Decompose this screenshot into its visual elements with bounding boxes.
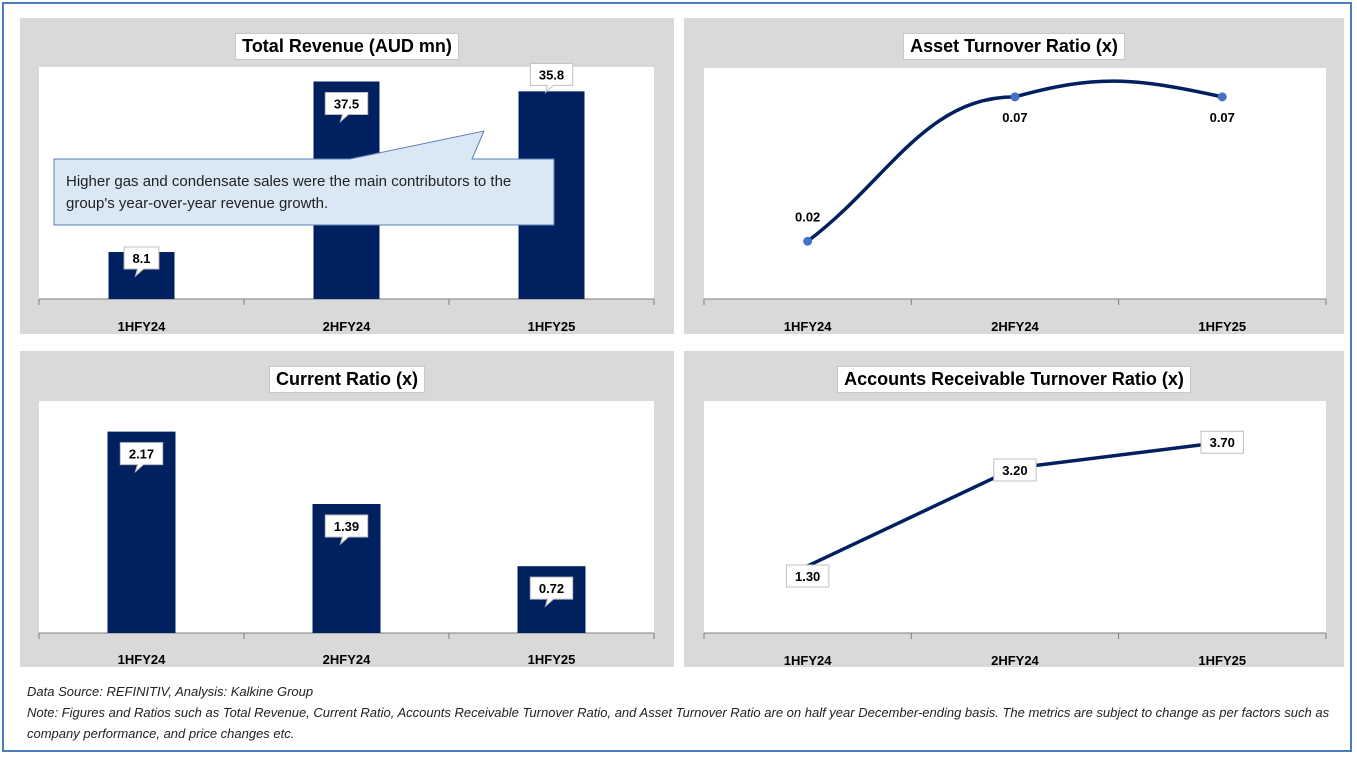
x-tick-label: 1HFY25 — [528, 652, 576, 667]
current-ratio-chart-svg: 1HFY24 2HFY24 1HFY25 2.17 1.39 0.72 — [38, 431, 655, 667]
data-label: 2.17 — [119, 442, 164, 474]
svg-text:0.72: 0.72 — [539, 581, 564, 596]
data-point — [1217, 92, 1227, 102]
data-label: 1.39 — [324, 514, 369, 546]
svg-text:3.20: 3.20 — [1002, 463, 1027, 478]
footnote-text: Note: Figures and Ratios such as Total R… — [27, 705, 1330, 741]
ar-turnover-chart-svg: 1HFY24 2HFY24 1HFY25 1.30 3.20 3.70 — [703, 430, 1327, 668]
svg-text:35.8: 35.8 — [539, 67, 564, 82]
data-label: 3.70 — [1200, 430, 1244, 454]
data-label: 0.72 — [529, 576, 574, 608]
x-tick-label: 2HFY24 — [991, 319, 1039, 334]
data-label: 1.30 — [785, 564, 830, 588]
data-label: 8.1 — [123, 246, 160, 278]
x-tick-label: 2HFY24 — [323, 319, 371, 334]
asset-turnover-plot-area — [704, 68, 1326, 299]
x-tick-label: 1HFY24 — [784, 319, 832, 334]
asset-turnover-chart-panel: Asset Turnover Ratio (x) 1HFY24 2HFY24 1HF… — [684, 18, 1344, 334]
revenue-chart-svg: 1HFY24 2HFY24 1HFY25 8.1 37.5 35.8 — [38, 62, 655, 334]
data-point — [1010, 92, 1020, 102]
data-label: 0.07 — [1002, 110, 1027, 125]
svg-text:8.1: 8.1 — [132, 251, 150, 266]
svg-text:3.70: 3.70 — [1210, 435, 1235, 450]
asset-turnover-chart-title: Asset Turnover Ratio (x) — [903, 33, 1125, 60]
x-tick-label: 2HFY24 — [323, 652, 371, 667]
x-tick-label: 1HFY25 — [1198, 319, 1246, 334]
svg-text:37.5: 37.5 — [334, 97, 359, 112]
current-ratio-chart-title: Current Ratio (x) — [268, 366, 425, 393]
revenue-callout: Higher gas and condensate sales were the… — [54, 159, 554, 225]
svg-text:1.39: 1.39 — [334, 519, 359, 534]
x-tick-label: 1HFY25 — [1198, 653, 1246, 668]
current-ratio-chart-panel: Current Ratio (x) 1HFY24 2HFY24 1HFY25 2.17… — [20, 351, 674, 667]
revenue-callout-text: Higher gas and condensate sales were the… — [66, 173, 512, 212]
x-tick-label: 1HFY25 — [528, 319, 576, 334]
x-tick-label: 2HFY24 — [991, 653, 1039, 668]
revenue-chart-title: Total Revenue (AUD mn) — [235, 33, 459, 60]
svg-text:1.30: 1.30 — [795, 569, 820, 584]
data-label: 35.8 — [529, 62, 574, 94]
x-tick-label: 1HFY24 — [118, 652, 166, 667]
data-point — [803, 236, 813, 246]
data-label: 0.02 — [795, 209, 820, 224]
x-tick-label: 1HFY24 — [784, 653, 832, 668]
asset-turnover-chart-svg: 1HFY24 2HFY24 1HFY25 0.02 0.07 0.07 — [703, 79, 1327, 334]
series-line — [806, 79, 1223, 243]
x-tick-label: 1HFY24 — [118, 319, 166, 334]
data-source-text: Data Source: REFINITIV, Analysis: Kalkin… — [27, 684, 314, 699]
svg-text:2.17: 2.17 — [129, 447, 154, 462]
ar-turnover-chart-title: Accounts Receivable Turnover Ratio (x) — [837, 366, 1191, 393]
data-label: 3.20 — [993, 458, 1037, 482]
data-label: 0.07 — [1210, 110, 1235, 125]
data-label: 37.5 — [324, 92, 369, 123]
ar-turnover-chart-panel: Accounts Receivable Turnover Ratio (x) 1… — [684, 351, 1344, 668]
